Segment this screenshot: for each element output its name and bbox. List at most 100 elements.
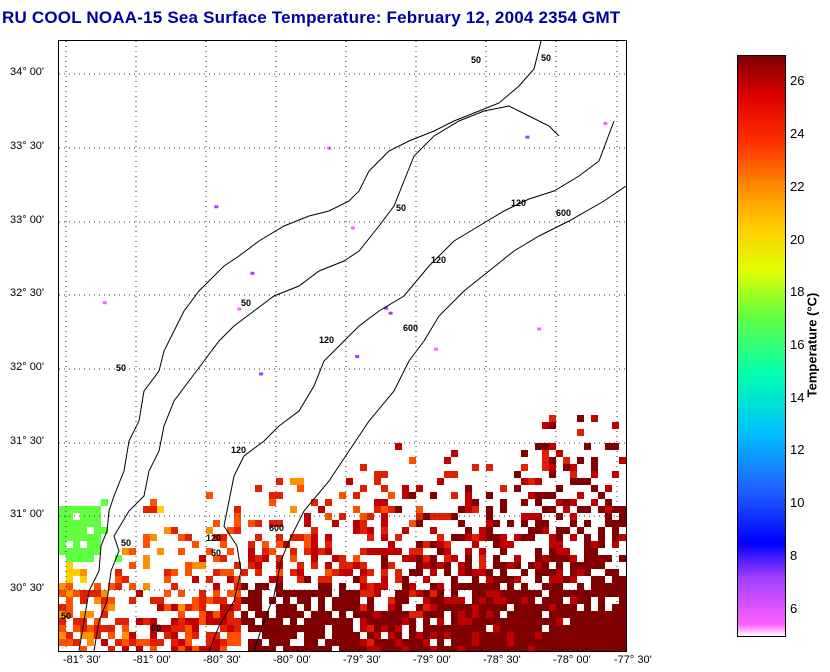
- sst-pixel: [374, 625, 381, 632]
- sst-pixel: [465, 534, 472, 541]
- sst-pixel: [479, 534, 486, 541]
- sst-pixel: [353, 597, 360, 604]
- sst-pixel: [556, 590, 563, 597]
- sst-pixel: [381, 646, 388, 651]
- sst-pixel: [612, 618, 619, 625]
- sst-pixel: [577, 569, 584, 576]
- sst-pixel: [227, 576, 234, 583]
- sst-pixel: [437, 562, 444, 569]
- sst-pixel: [570, 576, 577, 583]
- sst-pixel: [584, 646, 591, 651]
- sst-pixel: [248, 639, 255, 646]
- sst-pixel: [143, 541, 150, 548]
- sst-pixel: [262, 611, 269, 618]
- sst-pixel: [269, 576, 276, 583]
- sst-pixel: [381, 527, 388, 534]
- sst-pixel: [262, 632, 269, 639]
- sst-pixel: [549, 618, 556, 625]
- sst-pixel: [102, 301, 107, 305]
- sst-pixel: [206, 576, 213, 583]
- sst-pixel: [311, 527, 318, 534]
- sst-pixel: [171, 569, 178, 576]
- lon-tick-label: -81° 00': [133, 654, 171, 666]
- lat-tick-label: 30° 30': [10, 582, 45, 594]
- sst-pixel: [549, 590, 556, 597]
- sst-pixel: [339, 625, 346, 632]
- sst-pixel: [549, 422, 556, 429]
- sst-pixel: [535, 576, 542, 583]
- sst-pixel: [346, 618, 353, 625]
- sst-pixel: [563, 464, 570, 471]
- sst-pixel: [619, 590, 626, 597]
- sst-pixel: [276, 611, 283, 618]
- sst-pixel: [423, 646, 430, 651]
- sst-pixel: [395, 646, 402, 651]
- sst-pixel: [500, 548, 507, 555]
- colorbar-tick-label: 12: [790, 442, 805, 458]
- sst-pixel: [549, 632, 556, 639]
- sst-pixel: [472, 618, 479, 625]
- sst-pixel: [612, 639, 619, 646]
- sst-pixel: [507, 639, 514, 646]
- isobath-label: 120: [231, 445, 246, 455]
- sst-pixel: [255, 562, 262, 569]
- sst-pixel: [374, 506, 381, 513]
- sst-pixel: [619, 534, 626, 541]
- sst-pixel: [598, 555, 605, 562]
- sst-pixel: [577, 492, 584, 499]
- sst-pixel: [423, 541, 430, 548]
- sst-pixel: [612, 541, 619, 548]
- sst-pixel: [213, 520, 220, 527]
- sst-pixel: [612, 422, 619, 429]
- sst-pixel: [472, 590, 479, 597]
- sst-pixel: [227, 611, 234, 618]
- sst-pixel: [199, 555, 206, 562]
- sst-pixel: [304, 625, 311, 632]
- sst-pixel: [164, 604, 171, 611]
- sst-pixel: [409, 569, 416, 576]
- sst-pixel: [514, 639, 521, 646]
- sst-pixel: [430, 597, 437, 604]
- sst-pixel: [283, 597, 290, 604]
- sst-pixel: [500, 562, 507, 569]
- isobath-50: [93, 105, 560, 651]
- sst-pixel: [528, 646, 535, 651]
- sst-pixel: [402, 555, 409, 562]
- sst-pixel: [507, 618, 514, 625]
- sst-pixel: [199, 646, 206, 651]
- sst-pixel: [283, 541, 290, 548]
- sst-pixel: [355, 355, 360, 359]
- sst-pixel: [374, 478, 381, 485]
- sst-pixel: [549, 646, 556, 651]
- sst-pixel: [276, 583, 283, 590]
- sst-pixel: [486, 464, 493, 471]
- sst-pixel: [549, 534, 556, 541]
- sst-pixel: [339, 639, 346, 646]
- sst-pixel: [584, 541, 591, 548]
- sst-pixel: [507, 611, 514, 618]
- sst-pixel: [521, 597, 528, 604]
- sst-pixel: [66, 611, 73, 618]
- sst-pixel: [381, 618, 388, 625]
- sst-pixel: [570, 632, 577, 639]
- sst-pixel: [493, 520, 500, 527]
- sst-pixel: [549, 576, 556, 583]
- sst-pixel: [360, 576, 367, 583]
- sst-pixel: [353, 611, 360, 618]
- sst-pixel: [192, 632, 199, 639]
- sst-pixel: [381, 520, 388, 527]
- sst-pixel: [101, 499, 108, 506]
- sst-pixel: [80, 548, 87, 555]
- sst-pixel: [59, 583, 66, 590]
- sst-pixel: [325, 590, 332, 597]
- sst-pixel: [430, 632, 437, 639]
- sst-pixel: [304, 632, 311, 639]
- sst-pixel: [73, 506, 80, 513]
- sst-pixel: [206, 492, 213, 499]
- sst-pixel: [87, 541, 94, 548]
- sst-pixel: [360, 520, 367, 527]
- sst-pixel: [150, 534, 157, 541]
- sst-pixel: [290, 534, 297, 541]
- sst-pixel: [493, 590, 500, 597]
- sst-pixel: [570, 625, 577, 632]
